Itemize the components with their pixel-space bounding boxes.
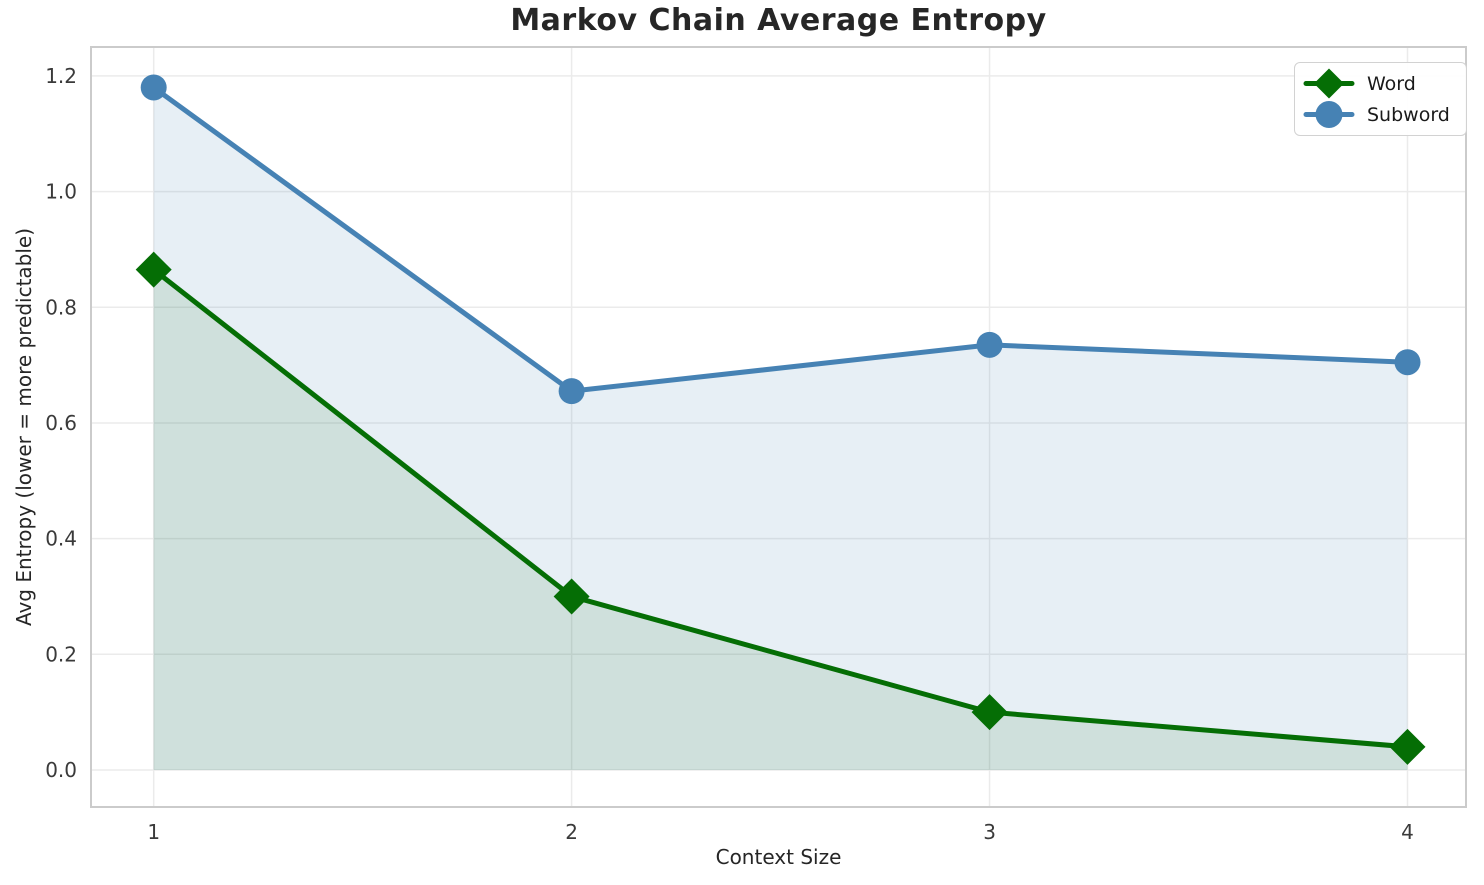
subword-marker — [1394, 349, 1421, 376]
legend-circle-marker — [1315, 101, 1343, 128]
plot-border — [90, 46, 1467, 808]
y-tick-label: 0.6 — [45, 411, 77, 435]
legend-label-word: Word — [1367, 72, 1416, 95]
x-tick-label: 4 — [1401, 820, 1414, 844]
word-area-fill — [153, 269, 1408, 770]
x-axis-label: Context Size — [715, 845, 842, 869]
y-tick-label: 0.2 — [45, 642, 77, 666]
subword-line — [151, 84, 1410, 394]
legend: Word Subword — [1294, 62, 1467, 136]
y-tick-label: 1.2 — [45, 64, 77, 88]
x-tick-label: 1 — [147, 820, 160, 844]
subword-area-fill — [153, 87, 1408, 770]
legend-label-subword: Subword — [1367, 103, 1450, 126]
subword-legend-marker — [1303, 101, 1355, 128]
y-tick-label: 0.4 — [45, 527, 77, 551]
x-tick-label: 2 — [565, 820, 578, 844]
word-line — [151, 267, 1410, 750]
legend-item-subword: Subword — [1303, 99, 1450, 130]
subword-marker — [976, 331, 1003, 358]
word-marker — [1389, 728, 1426, 765]
legend-item-word: Word — [1303, 68, 1450, 99]
word-marker — [971, 694, 1008, 731]
y-tick-label: 1.0 — [45, 180, 77, 204]
subword-marker — [558, 378, 585, 405]
x-tick-label: 3 — [983, 820, 996, 844]
legend-diamond-marker — [1314, 68, 1344, 99]
y-tick-label: 0.0 — [45, 758, 77, 782]
word-legend-marker — [1303, 68, 1355, 99]
y-tick-label: 0.8 — [45, 295, 77, 319]
chart-title: Markov Chain Average Entropy — [510, 3, 1047, 38]
subword-marker — [140, 74, 167, 101]
word-marker — [553, 578, 590, 615]
word-marker — [135, 251, 172, 288]
